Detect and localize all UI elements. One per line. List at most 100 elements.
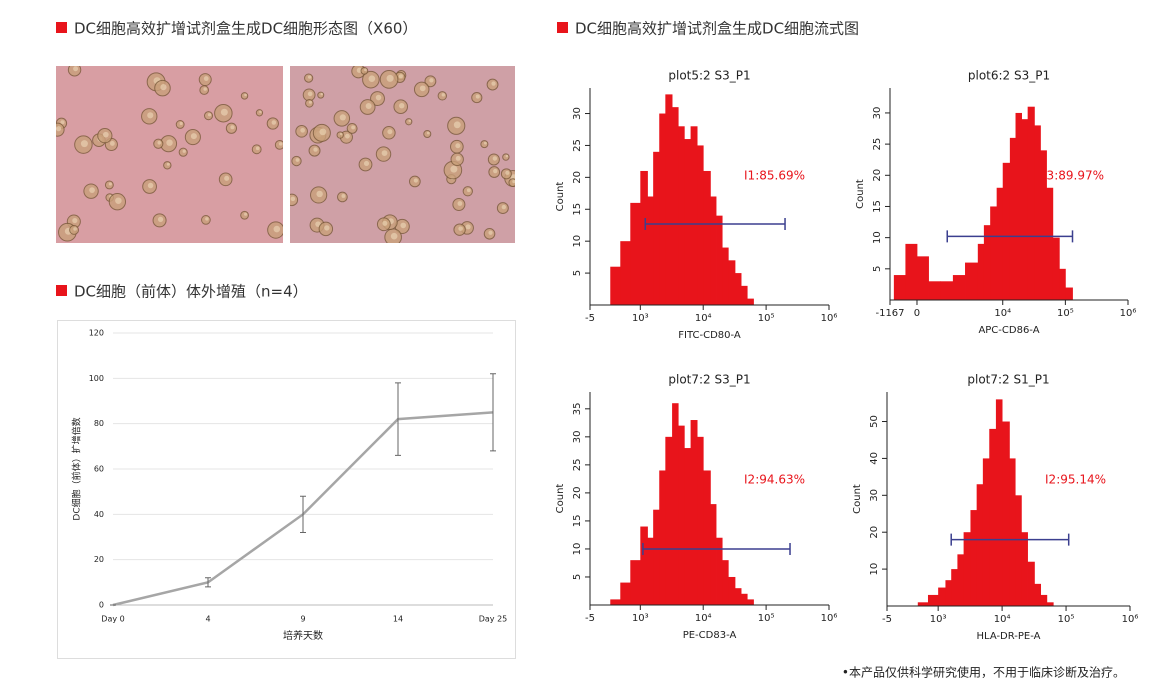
chart-title: plot5:2 S3_P1 bbox=[668, 69, 750, 83]
cell-core bbox=[56, 126, 62, 132]
cell-core bbox=[466, 188, 471, 193]
cell bbox=[405, 118, 413, 126]
cell-core bbox=[492, 156, 498, 161]
histogram-bar bbox=[1015, 495, 1022, 606]
x-tick-label: 10³ bbox=[632, 313, 649, 324]
error-bar bbox=[395, 382, 401, 456]
error-bar bbox=[300, 495, 306, 533]
histogram-bar bbox=[1009, 137, 1016, 300]
heading: DC细胞高效扩增试剂盒生成DC细胞形态图（X60） bbox=[74, 20, 417, 38]
chart-title: plot6:2 S3_P1 bbox=[968, 69, 1050, 83]
y-axis-label: Count bbox=[855, 179, 866, 209]
cell bbox=[423, 129, 432, 139]
x-tick-label: 14 bbox=[393, 615, 403, 624]
cell-core bbox=[365, 103, 372, 109]
micrograph bbox=[290, 66, 515, 243]
x-axis-label: FITC-CD80-A bbox=[678, 330, 741, 341]
cell-core bbox=[255, 146, 260, 151]
cell-core bbox=[244, 93, 247, 97]
y-tick-label: 20 bbox=[872, 169, 883, 182]
cell-core bbox=[157, 140, 162, 145]
cell-core bbox=[295, 158, 300, 162]
histogram-bar bbox=[1046, 187, 1054, 300]
histogram-bar bbox=[665, 94, 673, 305]
histogram-bar bbox=[989, 428, 997, 606]
x-tick-label: 10⁴ bbox=[695, 313, 712, 324]
histogram-bar bbox=[927, 594, 939, 606]
y-axis-label: Count bbox=[555, 484, 566, 514]
y-tick-label: 20 bbox=[94, 555, 104, 564]
gate bbox=[642, 542, 791, 555]
x-tick-label: 10⁴ bbox=[695, 613, 712, 624]
histogram-bar bbox=[659, 470, 666, 605]
x-tick-label: 10⁴ bbox=[994, 614, 1011, 625]
gate-label: I1:85.69% bbox=[744, 169, 805, 183]
y-tick-label: 25 bbox=[572, 139, 583, 152]
cell-core bbox=[290, 196, 296, 202]
histogram-bar bbox=[1021, 532, 1028, 606]
histogram-bar bbox=[1027, 561, 1035, 606]
cell-core bbox=[190, 133, 197, 140]
cell-core bbox=[488, 230, 493, 235]
y-tick-label: 80 bbox=[94, 419, 104, 428]
x-axis-label: APC-CD86-A bbox=[978, 325, 1039, 336]
histogram-bar bbox=[697, 145, 704, 305]
y-axis-label: Count bbox=[852, 484, 863, 514]
histogram-bar bbox=[672, 107, 679, 305]
cell-core bbox=[364, 68, 367, 72]
x-tick-label: -5 bbox=[585, 313, 595, 324]
histogram-bar bbox=[945, 580, 952, 606]
x-tick-label: 10⁶ bbox=[1120, 308, 1137, 319]
heading-marker bbox=[56, 285, 67, 296]
histogram-bar bbox=[741, 593, 748, 605]
cell-core bbox=[455, 143, 461, 149]
x-tick-label: 10³ bbox=[930, 614, 947, 625]
cell-core bbox=[341, 194, 346, 198]
cell-core bbox=[398, 74, 403, 79]
histogram-bar bbox=[684, 448, 691, 605]
cell-core bbox=[315, 221, 321, 227]
cell-core bbox=[399, 102, 405, 109]
histogram-bar bbox=[747, 298, 754, 305]
cell-core bbox=[505, 154, 509, 158]
histogram-bar bbox=[672, 403, 679, 605]
cell-core bbox=[109, 141, 115, 146]
cell-core bbox=[207, 113, 212, 117]
cell-core bbox=[453, 121, 461, 129]
histogram-bar bbox=[620, 241, 631, 305]
cell-core bbox=[307, 91, 313, 97]
y-tick-label: 5 bbox=[572, 574, 583, 580]
cell-core bbox=[344, 133, 350, 139]
cell-core bbox=[313, 147, 318, 152]
cell-core bbox=[382, 220, 388, 226]
histogram-bar bbox=[610, 266, 621, 305]
cell-core bbox=[491, 81, 496, 86]
heading: DC细胞（前体）体外增殖（n=4） bbox=[74, 283, 308, 301]
histogram-bar bbox=[1065, 287, 1073, 300]
cell-core bbox=[115, 197, 122, 204]
histogram-bar bbox=[965, 262, 979, 300]
cell-core bbox=[244, 212, 248, 216]
histogram-bar bbox=[1034, 583, 1042, 606]
gate bbox=[644, 217, 786, 230]
x-tick-label: -5 bbox=[585, 613, 595, 624]
cell-core bbox=[505, 170, 510, 175]
histogram-bar bbox=[996, 187, 1004, 300]
cell-core bbox=[413, 178, 418, 183]
x-tick-label: Day 25 bbox=[479, 615, 508, 624]
cell bbox=[317, 91, 325, 99]
histogram-bar bbox=[728, 260, 736, 305]
y-tick-label: 40 bbox=[869, 452, 880, 465]
x-tick-label: 10⁵ bbox=[758, 613, 775, 624]
histogram-bar bbox=[905, 243, 918, 300]
histogram-bar bbox=[970, 510, 978, 606]
cell-core bbox=[493, 168, 498, 174]
cell-core bbox=[387, 129, 393, 135]
heading: DC细胞高效扩增试剂盒生成DC细胞流式图 bbox=[575, 20, 859, 38]
cell-core bbox=[408, 119, 411, 122]
histogram-bar bbox=[697, 436, 704, 605]
histogram-bar bbox=[938, 587, 946, 606]
x-tick-label: 0 bbox=[914, 308, 920, 319]
histogram-bar bbox=[1046, 602, 1054, 606]
cell-core bbox=[102, 131, 109, 138]
